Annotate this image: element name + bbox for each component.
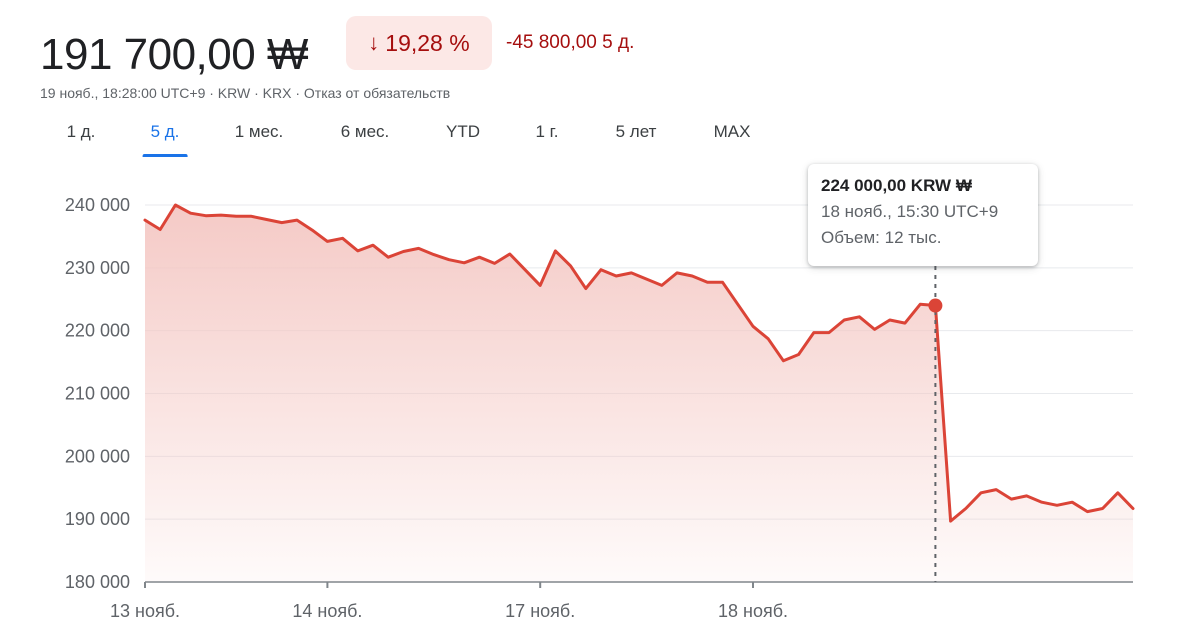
down-arrow-icon: ↓: [368, 30, 380, 55]
range-tabs: 1 д. 5 д. 1 мес. 6 мес. YTD 1 г. 5 лет M…: [0, 122, 800, 162]
tooltip-volume: Объем: 12 тыс.: [821, 228, 942, 247]
current-price: 191 700,00 ₩: [40, 30, 308, 79]
y-tick-label: 190 000: [65, 509, 130, 529]
x-tick-label: 14 нояб.: [292, 601, 362, 621]
price-area-fill: [145, 205, 1133, 582]
y-tick-label: 200 000: [65, 446, 130, 466]
absolute-change: -45 800,00 5 д.: [506, 32, 635, 53]
percent-change-badge: ↓ 19,28 %: [346, 16, 492, 70]
price-line: [143, 203, 1135, 523]
x-tick-label: 13 нояб.: [110, 601, 180, 621]
tab-1d[interactable]: 1 д.: [66, 122, 96, 141]
x-tick-label: 18 нояб.: [718, 601, 788, 621]
tab-5y[interactable]: 5 лет: [615, 122, 657, 141]
y-tick-label: 230 000: [65, 258, 130, 278]
tab-1y[interactable]: 1 г.: [535, 122, 559, 141]
tab-ytd[interactable]: YTD: [446, 122, 480, 141]
tooltip-price: 224 000,00 KRW ₩: [821, 176, 972, 195]
hover-tooltip: 224 000,00 KRW ₩ 18 нояб., 15:30 UTC+9 О…: [808, 164, 1038, 266]
tab-1m[interactable]: 1 мес.: [234, 122, 284, 141]
y-tick-label: 210 000: [65, 384, 130, 404]
tab-max[interactable]: MAX: [713, 122, 751, 141]
y-tick-label: 220 000: [65, 321, 130, 341]
tab-5d[interactable]: 5 д.: [142, 122, 188, 158]
percent-change-value: 19,28 %: [385, 29, 470, 56]
y-tick-label: 240 000: [65, 195, 130, 215]
tooltip-time: 18 нояб., 15:30 UTC+9: [821, 202, 999, 221]
x-tick-label: 17 нояб.: [505, 601, 575, 621]
tab-6m[interactable]: 6 мес.: [340, 122, 390, 141]
quote-meta: 19 нояб., 18:28:00 UTC+9 · KRW · KRX · О…: [40, 85, 451, 101]
hover-point: [928, 298, 943, 313]
y-tick-label: 180 000: [65, 572, 130, 592]
